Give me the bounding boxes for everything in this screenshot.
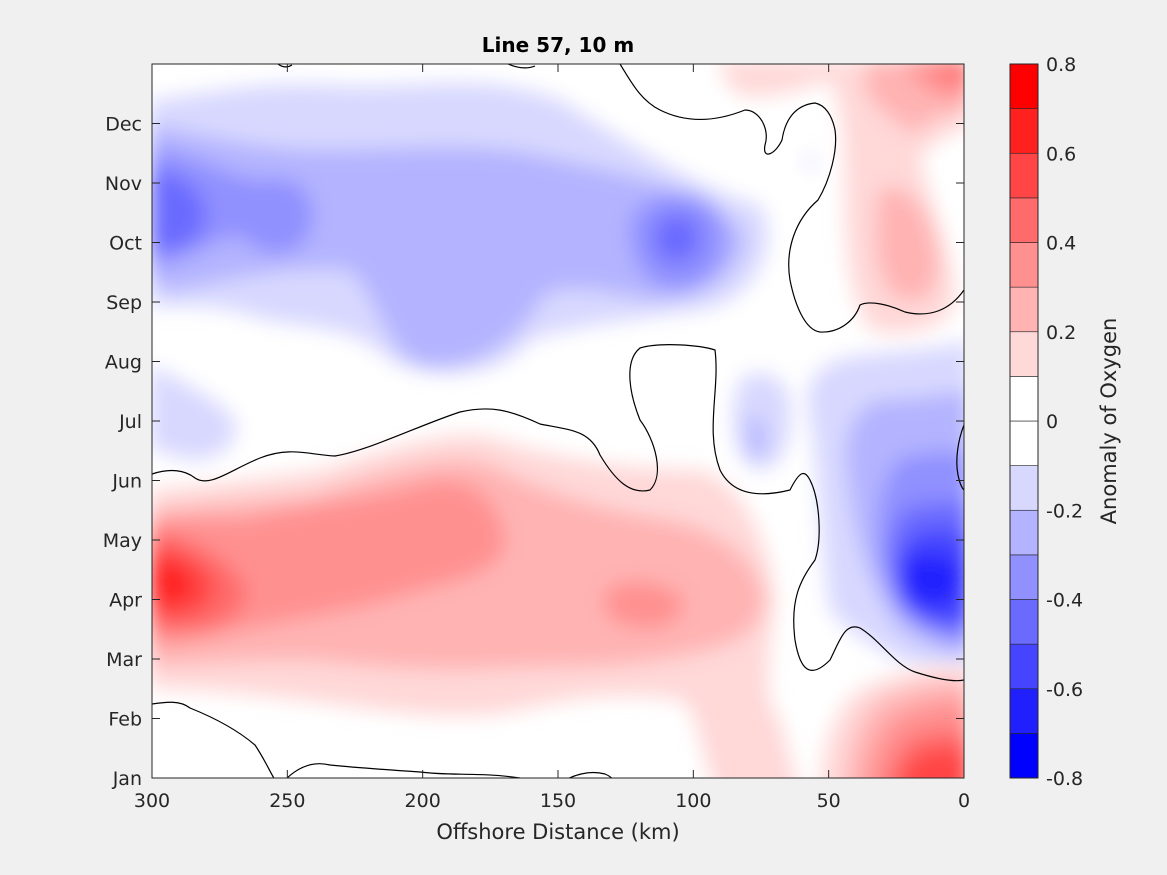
- y-tick-label: Oct: [109, 233, 142, 255]
- zero-contour-line: [152, 701, 275, 778]
- colorbar-tick-label: 0: [1046, 411, 1058, 433]
- zero-contour-line: [286, 763, 521, 778]
- contour-fill-neg-0.4: [152, 170, 206, 251]
- chart-title: Line 57, 10 m: [482, 33, 634, 57]
- colorbar-swatch: [1009, 599, 1039, 645]
- colorbar-swatch: [1009, 733, 1039, 779]
- contour-fill-neg-0.2d: [748, 416, 765, 459]
- colorbar-tick-label: 0.6: [1046, 143, 1076, 165]
- contour-fill-neg-0.1e: [805, 154, 817, 170]
- y-tick-label: Sep: [106, 292, 142, 314]
- contour-fill-neg-0.2: [152, 125, 745, 367]
- contour-fill-neg-0.1c: [152, 366, 236, 460]
- y-tick-label: Aug: [105, 352, 142, 374]
- negative-anomaly-fall: [152, 83, 817, 470]
- contour-fill-neg-0.4b: [654, 213, 700, 263]
- y-tick-label: Dec: [105, 114, 142, 136]
- colorbar-swatch: [1009, 286, 1039, 333]
- x-tick-label: 0: [958, 790, 970, 812]
- positive-anomaly-nearshore: [720, 64, 964, 778]
- colorbar-tick-label: -0.6: [1046, 679, 1083, 701]
- zero-contour-line: [277, 64, 293, 68]
- x-axis-label: Offshore Distance (km): [436, 820, 679, 844]
- y-tick-label: Jun: [111, 471, 142, 493]
- positive-anomaly-spring: [152, 434, 796, 778]
- x-tick-label: 250: [269, 790, 305, 812]
- colorbar-label: Anomaly of Oxygen: [1097, 318, 1121, 525]
- y-tick-label: Mar: [106, 649, 142, 671]
- colorbar-swatch: [1009, 643, 1039, 690]
- zero-contour-lines: [152, 64, 964, 778]
- contour-fill-pos-0.4n: [929, 64, 964, 81]
- colorbar-tick-label: -0.8: [1046, 768, 1083, 790]
- y-tick-label: Jan: [112, 768, 142, 790]
- colorbar-swatch: [1009, 108, 1039, 154]
- colorbar-tick-label: 0.8: [1046, 54, 1076, 76]
- x-tick-label: 50: [817, 790, 841, 812]
- x-tick-label: 150: [540, 790, 576, 812]
- zero-contour-line: [956, 424, 964, 491]
- y-axis: Jan Feb Mar Apr May Jun Jul Aug Sep Oct Nov Dec: [103, 114, 964, 790]
- colorbar-swatch: [1009, 331, 1039, 377]
- contour-fill-pos-0.3b: [604, 581, 683, 629]
- contour-fill-neg-0.1d: [732, 372, 791, 470]
- zero-contour-line: [152, 344, 964, 682]
- colorbar-frame: [1009, 63, 1039, 779]
- contour-fill-neg-0.6f: [901, 554, 961, 607]
- y-tick-label: Apr: [109, 590, 142, 612]
- x-tick-label: 300: [134, 790, 170, 812]
- zero-contour-line: [619, 64, 964, 333]
- y-tick-label: Jul: [118, 411, 142, 433]
- colorbar-tick-label: 0.2: [1046, 322, 1076, 344]
- plot-area: [152, 64, 964, 778]
- contour-fill-pos-0.6: [152, 558, 192, 604]
- colorbar-tick-label: -0.2: [1046, 500, 1083, 522]
- x-tick-label: 100: [675, 790, 711, 812]
- zero-contour-line: [507, 64, 536, 69]
- colorbar-swatch: [1009, 152, 1039, 199]
- negative-anomaly-nearshore: [807, 341, 964, 672]
- colorbar-swatch: [1009, 554, 1039, 600]
- y-tick-label: Feb: [108, 709, 142, 731]
- colorbar-swatch: [1009, 63, 1039, 109]
- y-tick-label: Nov: [105, 173, 142, 195]
- y-tick-label: May: [103, 530, 142, 552]
- colorbar-swatch: [1009, 242, 1039, 288]
- contour-fill-pos-0.2m: [876, 187, 939, 301]
- colorbar-swatch: [1009, 197, 1039, 243]
- colorbar-swatch: [1009, 509, 1039, 556]
- colorbar: 0.8 0.6 0.4 0.2 0 -0.2 -0.4 -0.6 -0.8: [1009, 54, 1083, 790]
- colorbar-tick-label: -0.4: [1046, 590, 1083, 612]
- colorbar-tick-label: 0.4: [1046, 233, 1076, 255]
- colorbar-swatch: [1009, 376, 1039, 422]
- colorbar-swatch: [1009, 465, 1039, 511]
- colorbar-swatch: [1009, 420, 1039, 466]
- x-axis: 300 250 200 150 100 50 0: [134, 64, 970, 812]
- colorbar-swatch: [1009, 688, 1039, 734]
- zero-contour-line: [567, 771, 613, 778]
- contour-fill-pos-0.5s: [902, 748, 964, 778]
- x-tick-label: 200: [405, 790, 441, 812]
